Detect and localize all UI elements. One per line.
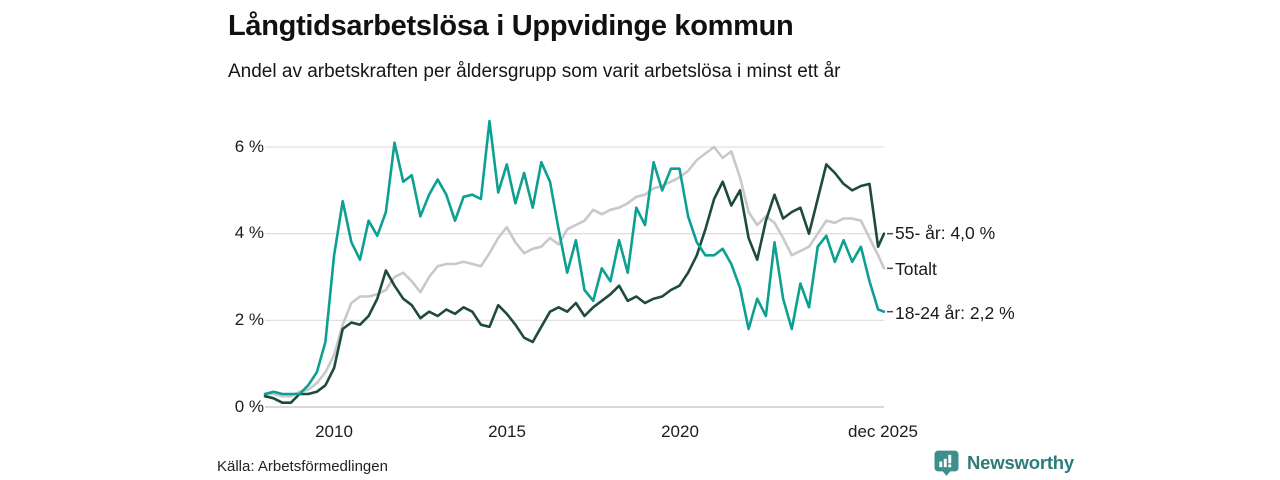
series-line-18-24-ar xyxy=(263,119,886,396)
series-label-18-24-ar: 18-24 år: 2,2 % xyxy=(895,303,1015,323)
newsworthy-brand-text: Newsworthy xyxy=(967,452,1074,473)
x-axis-tick-2015: 2015 xyxy=(488,422,526,441)
newsworthy-logo-icon xyxy=(933,449,960,477)
x-axis-tick-2010: 2010 xyxy=(315,422,353,441)
series-line-55-ar xyxy=(263,163,886,405)
page-title: Långtidsarbetslösa i Uppvidinge kommun xyxy=(228,10,794,42)
y-axis-tick-4pct: 4 % xyxy=(234,223,264,242)
series-label-totalt: Totalt xyxy=(895,259,937,279)
source-note: Källa: Arbetsförmedlingen xyxy=(217,458,388,475)
y-axis-tick-2pct: 2 % xyxy=(234,310,264,329)
y-axis-tick-0pct: 0 % xyxy=(234,397,264,416)
series-label-55-ar: 55- år: 4,0 % xyxy=(895,223,996,243)
x-axis-tick-2020: 2020 xyxy=(661,422,699,441)
newsworthy-brand: Newsworthy xyxy=(933,449,1074,477)
y-axis-tick-6pct: 6 % xyxy=(234,137,264,156)
page-subtitle: Andel av arbetskraften per åldersgrupp s… xyxy=(228,61,841,82)
series-line-totalt xyxy=(263,145,886,398)
x-axis-tick-dec-2025: dec 2025 xyxy=(848,422,918,441)
